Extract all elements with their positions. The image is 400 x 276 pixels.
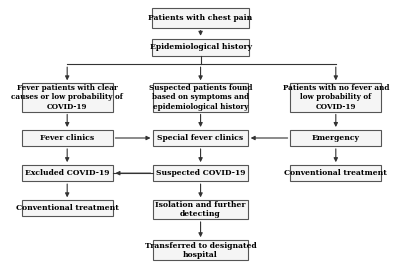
Text: Excluded COVID-19: Excluded COVID-19 xyxy=(25,169,110,177)
Text: Patients with no fever and
low probability of
COVID-19: Patients with no fever and low probabili… xyxy=(282,84,389,111)
Text: Transferred to designated
hospital: Transferred to designated hospital xyxy=(145,242,256,259)
Text: Epidemiological history: Epidemiological history xyxy=(150,43,252,51)
FancyBboxPatch shape xyxy=(22,83,112,112)
FancyBboxPatch shape xyxy=(152,39,249,56)
FancyBboxPatch shape xyxy=(22,200,112,216)
FancyBboxPatch shape xyxy=(290,165,381,181)
FancyBboxPatch shape xyxy=(153,130,248,146)
Text: Emergency: Emergency xyxy=(312,134,360,142)
Text: Isolation and further
detecting: Isolation and further detecting xyxy=(155,201,246,218)
Text: Special fever clinics: Special fever clinics xyxy=(158,134,244,142)
Text: Fever clinics: Fever clinics xyxy=(40,134,94,142)
FancyBboxPatch shape xyxy=(290,83,381,112)
FancyBboxPatch shape xyxy=(153,200,248,219)
FancyBboxPatch shape xyxy=(152,7,249,28)
Text: Patients with chest pain: Patients with chest pain xyxy=(148,14,253,22)
FancyBboxPatch shape xyxy=(22,165,112,181)
FancyBboxPatch shape xyxy=(153,83,248,112)
Text: Conventional treatment: Conventional treatment xyxy=(284,169,387,177)
Text: Suspected patients found
based on symptoms and
epidemiological history: Suspected patients found based on sympto… xyxy=(149,84,252,111)
FancyBboxPatch shape xyxy=(22,130,112,146)
FancyBboxPatch shape xyxy=(153,165,248,181)
FancyBboxPatch shape xyxy=(290,130,381,146)
Text: Suspected COVID-19: Suspected COVID-19 xyxy=(156,169,245,177)
Text: Fever patients with clear
causes or low probability of
COVID-19: Fever patients with clear causes or low … xyxy=(11,84,123,111)
Text: Conventional treatment: Conventional treatment xyxy=(16,204,119,212)
FancyBboxPatch shape xyxy=(153,240,248,260)
